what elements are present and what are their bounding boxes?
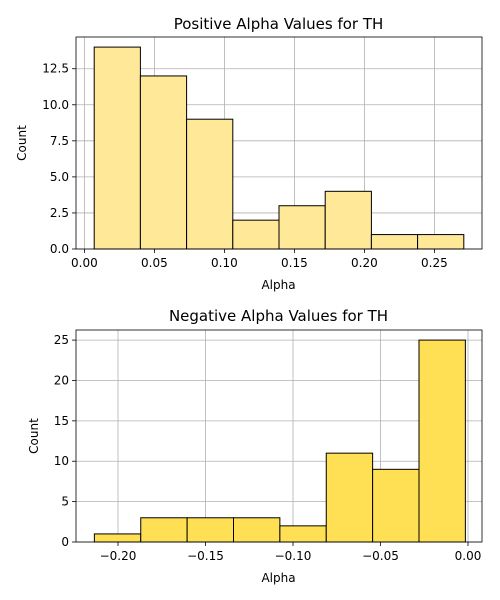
chart-title: Positive Alpha Values for TH <box>174 15 384 33</box>
histogram-bar <box>93 533 142 543</box>
y-tick-label: 15 <box>54 414 69 428</box>
y-tick-label: 7.5 <box>50 134 69 148</box>
x-tick-label: −0.15 <box>187 549 224 563</box>
bars <box>93 46 465 250</box>
y-tick-label: 2.5 <box>50 206 69 220</box>
x-tick-label: 0.05 <box>141 256 168 270</box>
y-tick-label: 12.5 <box>42 62 69 76</box>
bars <box>93 339 466 543</box>
x-tick-label: 0.00 <box>455 549 482 563</box>
positive-alpha-histogram: Positive Alpha Values for TH Alpha Count… <box>15 15 483 292</box>
histogram-bar <box>372 468 420 543</box>
plot-frame <box>75 36 483 250</box>
x-tick-label: −0.20 <box>100 549 137 563</box>
histogram-bar <box>140 517 188 543</box>
histogram-bar <box>93 46 141 250</box>
y-tick-label: 25 <box>54 333 69 347</box>
x-axis-label: Alpha <box>261 571 295 585</box>
negative-alpha-histogram: Negative Alpha Values for TH Alpha Count… <box>27 307 483 585</box>
x-axis-label: Alpha <box>261 278 295 292</box>
histogram-bar <box>232 219 280 250</box>
histogram-bar <box>279 525 327 543</box>
y-axis-label: Count <box>27 418 41 454</box>
y-tick-label: 5.0 <box>50 170 69 184</box>
x-tick-label: 0.00 <box>71 256 98 270</box>
histogram-bar <box>139 75 188 250</box>
histogram-bar <box>418 339 466 543</box>
y-tick-label: 20 <box>54 373 69 387</box>
histogram-bar <box>278 205 326 250</box>
y-tick-label: 10.0 <box>42 98 69 112</box>
x-tick-label: −0.10 <box>275 549 312 563</box>
histogram-bar <box>233 517 281 543</box>
histogram-bar <box>370 234 419 250</box>
histogram-bar <box>417 234 465 250</box>
chart-title: Negative Alpha Values for TH <box>169 307 388 325</box>
y-tick-label: 0 <box>61 535 69 549</box>
y-tick-label: 5 <box>61 495 69 509</box>
y-tick-label: 10 <box>54 454 69 468</box>
x-tick-label: −0.05 <box>362 549 399 563</box>
plot-frame <box>75 329 483 543</box>
x-tick-label: 0.15 <box>281 256 308 270</box>
histogram-bar <box>324 190 372 250</box>
x-tick-label: 0.25 <box>421 256 448 270</box>
y-tick-label: 0.0 <box>50 242 69 256</box>
x-tick-label: 0.10 <box>211 256 238 270</box>
histogram-bar <box>186 118 234 250</box>
histogram-bar <box>325 452 374 543</box>
x-tick-label: 0.20 <box>351 256 378 270</box>
y-axis-label: Count <box>15 125 29 161</box>
histogram-bar <box>186 517 234 543</box>
